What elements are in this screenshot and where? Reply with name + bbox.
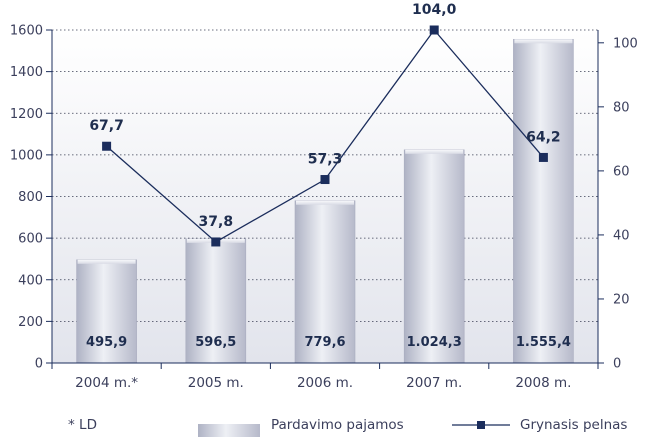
legend-marker-icon — [477, 421, 485, 429]
x-tick-label: 2004 m.* — [75, 375, 138, 391]
right-tick-label: 40 — [613, 228, 630, 243]
profit-value-label: 67,7 — [89, 118, 124, 134]
profit-value-label: 57,3 — [308, 152, 343, 168]
x-tick-label: 2008 m. — [515, 375, 571, 391]
bar — [403, 149, 465, 364]
bar — [185, 238, 247, 364]
right-tick-label: 80 — [613, 100, 630, 115]
axes: 0 200 400 600 800 1000 1200 1400 1600 0 20 40 60 80 10… — [10, 24, 638, 392]
x-tick-label: 2006 m. — [297, 375, 353, 391]
x-tick-label: 2005 m. — [188, 375, 244, 391]
bar-cap — [514, 39, 573, 44]
bar-value-label: 1.555,4 — [516, 335, 571, 350]
left-tick-label: 1200 — [10, 107, 43, 122]
left-tick-label: 400 — [18, 273, 43, 288]
left-tick-label: 800 — [18, 190, 43, 205]
left-tick-label: 1600 — [10, 24, 43, 39]
profit-value-label: 37,8 — [199, 214, 234, 230]
right-tick-label: 20 — [613, 292, 630, 307]
bar-value-label: 596,5 — [195, 335, 236, 350]
left-tick-label: 1000 — [10, 148, 43, 163]
right-tick-label: 0 — [613, 357, 621, 372]
profit-marker — [538, 152, 548, 162]
line-series — [102, 25, 548, 247]
right-tick-label: 60 — [613, 164, 630, 179]
bar-value-label: 779,6 — [304, 335, 345, 350]
left-tick-label: 600 — [18, 232, 43, 247]
bar-cap — [77, 259, 136, 264]
bar-value-label: 1.024,3 — [407, 335, 462, 350]
profit-value-label: 64,2 — [526, 129, 561, 145]
x-tick-label: 2007 m. — [406, 375, 462, 391]
profit-value-label: 104,0 — [412, 2, 457, 18]
labels: 495,9 596,5 779,6 1.024,3 1.555,4 67,7 37,8 57,… — [86, 2, 571, 350]
bar — [76, 259, 137, 364]
profit-marker — [320, 175, 330, 185]
legend-label-line: Grynasis pelnas — [520, 417, 627, 433]
footnote: * LD — [68, 417, 97, 433]
left-tick-label: 1400 — [10, 65, 43, 80]
bar — [513, 38, 574, 364]
legend-label-bar: Pardavimo pajamos — [271, 417, 404, 433]
bar-value-label: 495,9 — [86, 335, 127, 350]
bar-cap — [405, 149, 464, 154]
bars — [76, 38, 574, 364]
profit-marker — [429, 25, 439, 35]
legend: * LD Pardavimo pajamos Grynasis pelnas — [68, 417, 627, 437]
profit-marker — [211, 237, 221, 247]
left-tick-label: 0 — [35, 357, 43, 372]
legend-bar-swatch — [198, 424, 260, 437]
right-tick-label: 100 — [613, 36, 638, 51]
left-tick-label: 200 — [18, 315, 43, 330]
bar-cap — [296, 200, 354, 205]
profit-marker — [102, 141, 112, 151]
bar — [294, 200, 356, 364]
